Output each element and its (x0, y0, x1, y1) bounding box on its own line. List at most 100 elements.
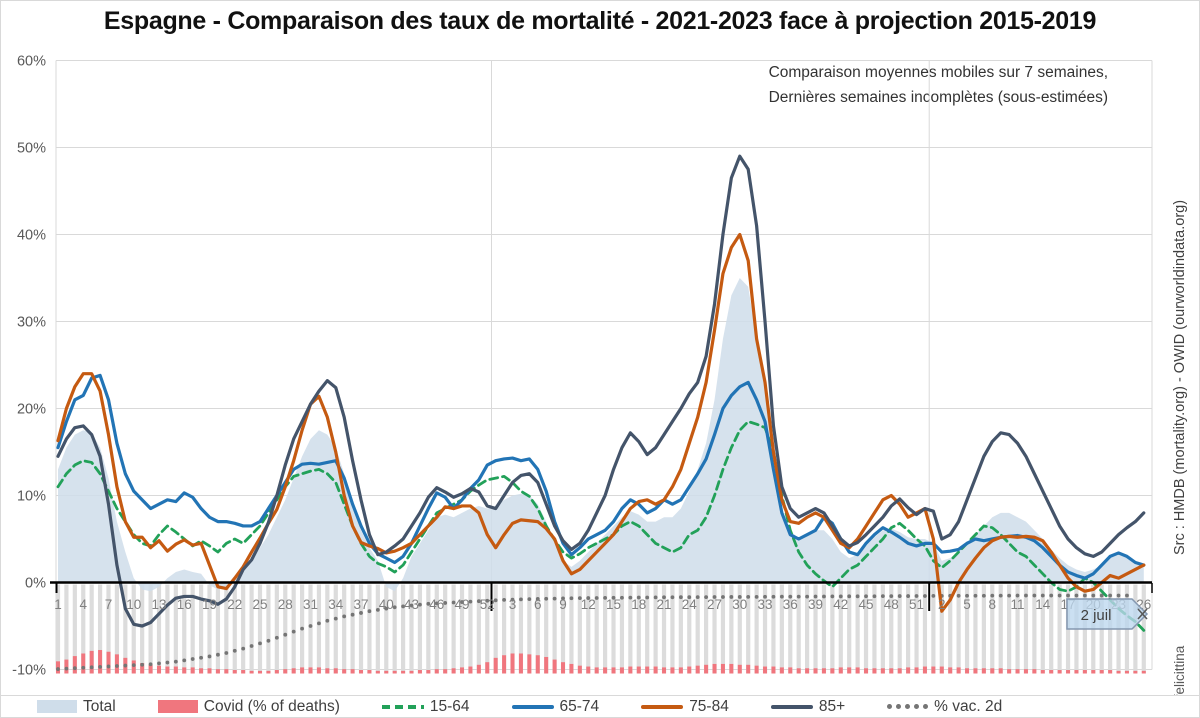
covid-bar (157, 665, 162, 674)
covid-bar (1124, 670, 1129, 674)
covid-bar (241, 670, 246, 674)
week-tick-bar (493, 584, 498, 674)
week-tick-bar (603, 584, 608, 674)
chart-subtitle-line1: Comparaison moyennes mobiles sur 7 semai… (768, 64, 1108, 81)
covid-bar (872, 668, 877, 674)
covid-bar (1099, 670, 1104, 674)
x-axis-label: 51 (909, 597, 924, 612)
week-tick-bar (173, 584, 178, 674)
x-axis-label: 6 (534, 597, 542, 612)
vax-dot (81, 665, 86, 670)
covid-bar (266, 670, 271, 674)
covid-bar (476, 664, 481, 674)
vax-dot (317, 621, 321, 626)
vax-dot (1082, 593, 1087, 598)
covid-bar (552, 659, 557, 674)
covid-bar (569, 663, 574, 674)
week-tick-bar (459, 584, 465, 674)
vax-dot (64, 666, 69, 671)
vax-dot (746, 594, 751, 599)
week-tick-bar (89, 584, 94, 674)
covid-bar (821, 668, 826, 674)
covid-bar (662, 667, 667, 674)
week-tick-bar (813, 584, 818, 674)
covid-bar (1066, 670, 1071, 674)
week-tick-bar (670, 584, 675, 674)
x-axis-label: 52 (480, 597, 495, 612)
week-tick-bar (400, 584, 406, 674)
vax-dot (384, 606, 389, 611)
covid-bar (1091, 670, 1096, 674)
week-tick-bar (948, 584, 953, 674)
vax-dot (704, 595, 709, 600)
vax-dot (333, 616, 338, 621)
week-tick-bar (779, 584, 784, 674)
week-tick-bar (594, 584, 599, 674)
mortality-chart-plot: 60%50%40%30%20%10%0%-10%1 4 7 10 13 16 19 22 25 2… (12, 54, 1188, 696)
vax-dot (923, 594, 927, 598)
covid-bar (460, 667, 465, 674)
vax-dot (216, 652, 220, 657)
covid-bar (628, 666, 633, 674)
x-axis-label: 24 (682, 597, 698, 612)
vax-dot (1108, 593, 1113, 598)
week-tick-bar (645, 584, 650, 674)
vax-dot (148, 662, 153, 667)
x-axis-label: 31 (303, 597, 318, 612)
week-tick-bar (476, 584, 481, 674)
week-tick-bar (283, 584, 288, 674)
x-axis-label: 34 (328, 597, 344, 612)
vax-dot (729, 595, 734, 599)
vax-dot (788, 594, 793, 599)
vax-dot (232, 648, 237, 653)
week-tick-bar (535, 584, 540, 674)
vax-dot (847, 594, 852, 599)
covid-bar (375, 670, 380, 674)
vax-dot (880, 594, 885, 599)
week-tick-bar (207, 584, 212, 674)
vax-dot (392, 605, 397, 610)
covid-bar (704, 664, 709, 674)
vax-dot (763, 594, 767, 599)
vax-dot (401, 604, 405, 609)
week-tick-bar (661, 584, 667, 674)
covid-bar (1141, 670, 1146, 674)
week-tick-bar (695, 584, 700, 674)
x-axis-label: 18 (631, 597, 646, 612)
x-axis-label: 22 (227, 597, 242, 612)
week-tick-bar (678, 584, 683, 674)
week-tick-bar (914, 584, 919, 674)
week-tick-bar (72, 584, 77, 674)
covid-bar (990, 668, 995, 674)
covid-bar (81, 653, 86, 674)
vax-dot (796, 594, 801, 599)
covid-bar (350, 669, 355, 674)
vax-dot (855, 594, 860, 599)
covid-bar (1023, 669, 1028, 674)
covid-bar (190, 667, 195, 674)
week-tick-bar (502, 584, 507, 674)
covid-bar (527, 654, 532, 674)
series-line-65-74 (56, 373, 1146, 580)
x-axis-label: 3 (509, 597, 517, 612)
vax-dot (805, 594, 810, 599)
week-tick-bar (544, 584, 549, 674)
vax-dot (906, 594, 911, 598)
x-axis-label: 48 (884, 597, 899, 612)
covid-bar (300, 667, 305, 674)
covid-bar (670, 667, 675, 674)
covid-bar (518, 653, 523, 674)
covid-bar (931, 666, 936, 674)
x-axis-label: 46 (429, 597, 444, 612)
covid-bar (619, 667, 624, 674)
vax-dot (115, 664, 119, 668)
covid-bar (695, 665, 700, 674)
vax-dot (308, 624, 313, 628)
x-axis-label: 7 (105, 597, 113, 612)
covid-bar (939, 666, 944, 674)
vax-dot (771, 594, 776, 599)
legend-label-15-64: 15-64 (429, 697, 470, 715)
chart-subtitle-line2: Dernières semaines incomplètes (sous-est… (768, 88, 1108, 106)
covid-bar (417, 670, 422, 674)
date-callout-banner (1066, 598, 1149, 630)
